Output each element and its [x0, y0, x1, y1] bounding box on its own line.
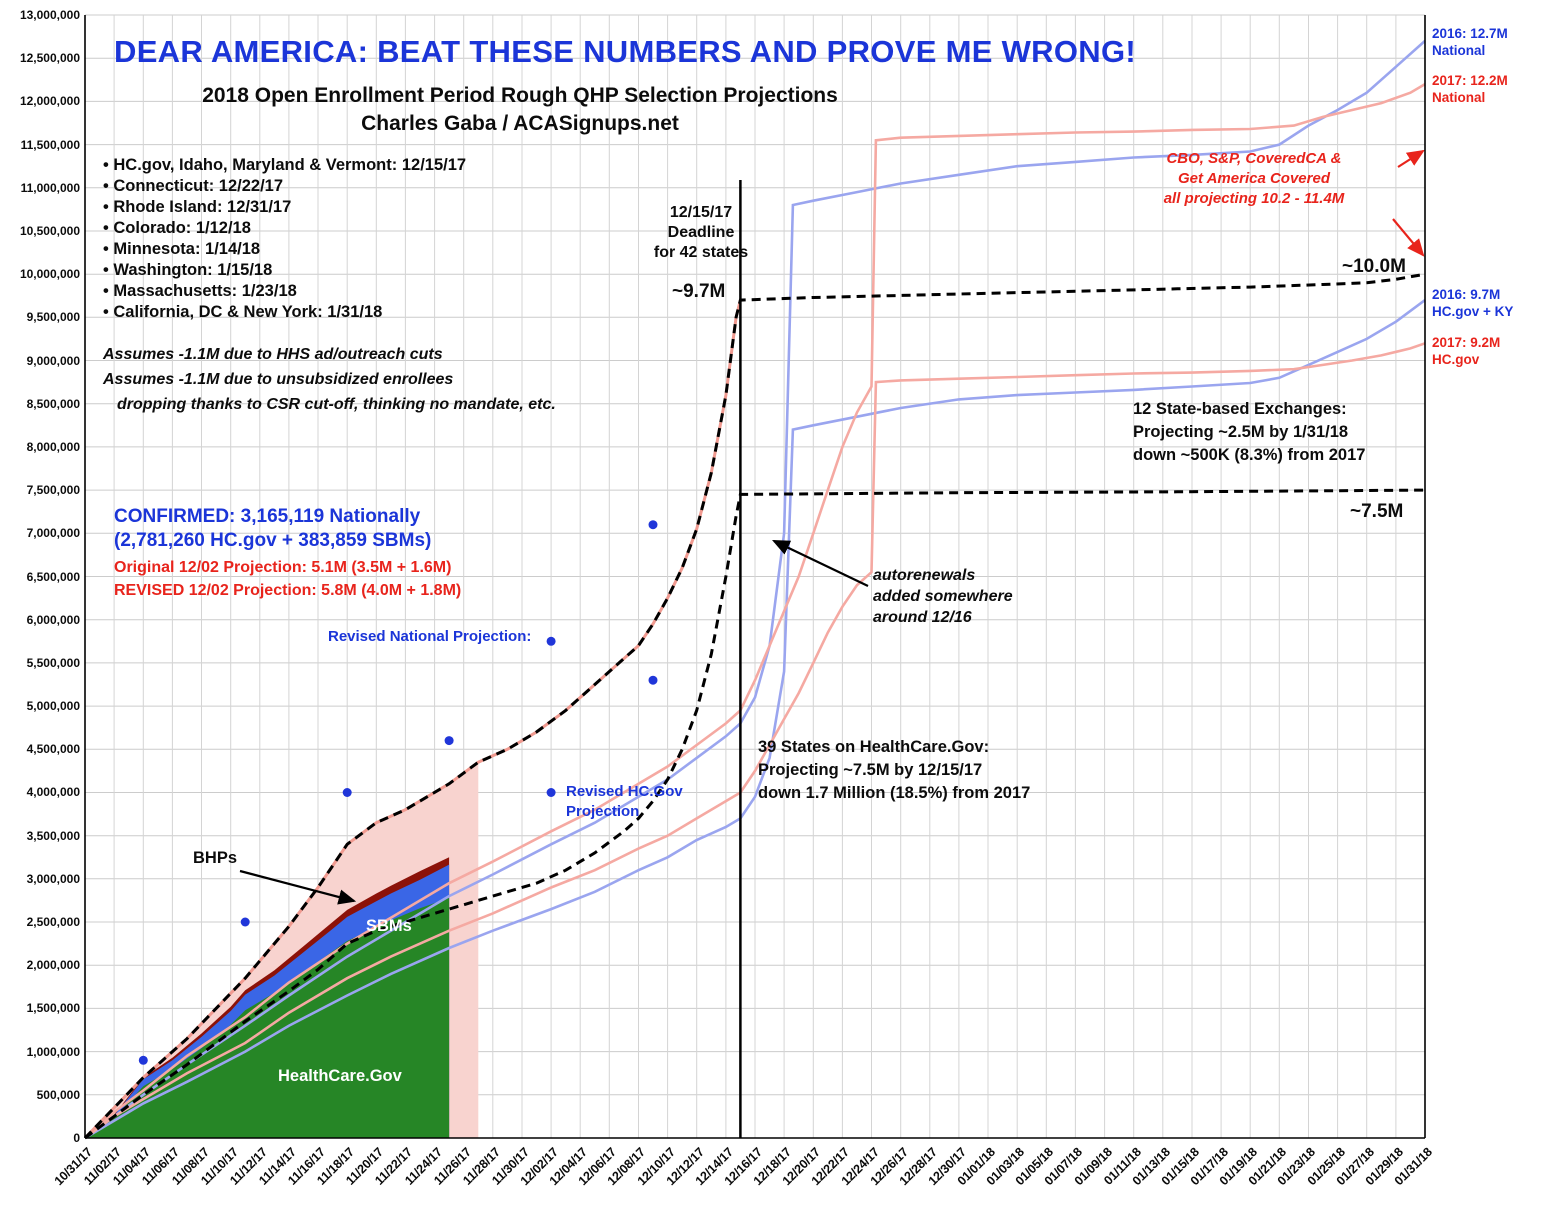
- y-axis-label: 4,500,000: [26, 742, 80, 756]
- label-line: 2016: 12.7M: [1432, 26, 1508, 41]
- y-axis-label: 1,000,000: [26, 1045, 80, 1059]
- value-label-9-7m: ~9.7M: [672, 281, 726, 302]
- y-axis-label: 4,000,000: [26, 785, 80, 799]
- y-axis-label: 7,500,000: [26, 483, 80, 497]
- label-line: 12 State-based Exchanges:: [1133, 400, 1347, 418]
- label-line: around 12/16: [873, 609, 972, 626]
- deadline-item: • California, DC & New York: 1/31/18: [103, 303, 383, 321]
- state-deadline-list: • HC.gov, Idaho, Maryland & Vermont: 12/…: [103, 155, 466, 323]
- label-line: Projection: [566, 803, 640, 820]
- hcgov-projection-note: 39 States on HealthCare.Gov: Projecting …: [758, 736, 1030, 805]
- deadline-item: • Minnesota: 1/14/18: [103, 240, 261, 258]
- label-line: Deadline: [667, 224, 735, 241]
- y-axis-label: 2,500,000: [26, 915, 80, 929]
- series-label-2017-national: 2017: 12.2M National: [1432, 72, 1550, 106]
- revised-national-projection-label: Revised National Projection:: [328, 628, 532, 645]
- label-line: Revised HC.Gov: [566, 783, 683, 800]
- y-axis-label: 3,500,000: [26, 829, 80, 843]
- label-line: National: [1432, 43, 1486, 58]
- label-line: down 1.7 Million (18.5%) from 2017: [758, 784, 1031, 802]
- label-line: for 42 states: [653, 244, 749, 261]
- chart-layers: [83, 14, 1426, 1140]
- original-projection-note: Original 12/02 Projection: 5.1M (3.5M + …: [114, 559, 452, 576]
- y-axis-label: 0: [73, 1131, 80, 1145]
- deadline-item: • Massachusetts: 1/23/18: [103, 282, 297, 300]
- autorenewals-note: autorenewals added somewhere around 12/1…: [873, 565, 1013, 628]
- y-axis-label: 12,500,000: [19, 51, 80, 65]
- y-axis-label: 1,500,000: [26, 1001, 80, 1015]
- y-axis-label: 8,500,000: [26, 397, 80, 411]
- label-line: 2017: 12.2M: [1432, 73, 1508, 88]
- y-axis-label: 10,500,000: [19, 224, 80, 238]
- label-line: added somewhere: [873, 588, 1013, 605]
- label-line: Projecting ~7.5M by 12/15/17: [758, 761, 983, 779]
- confirmed-breakdown: (2,781,260 HC.gov + 383,859 SBMs): [114, 530, 432, 551]
- assumption-line: dropping thanks to CSR cut-off, thinking…: [117, 396, 556, 413]
- deadline-item: • Rhode Island: 12/31/17: [103, 198, 292, 216]
- assumption-line: Assumes -1.1M due to unsubsidized enroll…: [103, 371, 454, 388]
- y-axis-label: 6,500,000: [26, 570, 80, 584]
- label-line: 12/15/17: [669, 204, 733, 221]
- area-label-healthcare-gov: HealthCare.Gov: [278, 1067, 402, 1085]
- y-axis-label: 11,000,000: [20, 181, 80, 195]
- y-axis-label: 6,000,000: [26, 613, 80, 627]
- y-axis-label: 10,000,000: [19, 267, 80, 281]
- deadline-callout: 12/15/17 Deadline for 42 states: [637, 203, 765, 263]
- label-line: HC.gov + KY: [1432, 304, 1514, 319]
- label-line: 2017: 9.2M: [1432, 335, 1501, 350]
- label-line: autorenewals: [873, 567, 976, 584]
- series-label-2016-national: 2016: 12.7M National: [1432, 25, 1550, 59]
- area-label-sbms: SBMs: [366, 917, 412, 935]
- y-axis-label: 500,000: [36, 1088, 80, 1102]
- y-axis-label: 13,000,000: [19, 8, 80, 22]
- label-line: National: [1432, 90, 1486, 105]
- area-label-bhps: BHPs: [193, 849, 238, 867]
- series-label-2017-hcgov: 2017: 9.2M HC.gov: [1432, 334, 1550, 368]
- deadline-item: • HC.gov, Idaho, Maryland & Vermont: 12/…: [103, 156, 467, 174]
- label-line: Get America Covered: [1177, 170, 1330, 187]
- y-axis-label: 12,000,000: [19, 94, 80, 108]
- y-axis-label: 2,000,000: [26, 958, 80, 972]
- y-axis-label: 8,000,000: [26, 440, 80, 454]
- label-line: down ~500K (8.3%) from 2017: [1133, 446, 1366, 464]
- cbo-projection-note: CBO, S&P, CoveredCA & Get America Covere…: [1118, 149, 1390, 209]
- series-label-2016-hcgov: 2016: 9.7M HC.gov + KY: [1432, 286, 1550, 320]
- assumption-line: Assumes -1.1M due to HHS ad/outreach cut…: [103, 346, 443, 363]
- y-axis-label: 9,000,000: [26, 354, 80, 368]
- chart-subtitle: 2018 Open Enrollment Period Rough QHP Se…: [202, 84, 838, 107]
- y-axis-label: 5,500,000: [26, 656, 80, 670]
- deadline-item: • Washington: 1/15/18: [103, 261, 273, 279]
- deadline-item: • Connecticut: 12/22/17: [103, 177, 284, 195]
- deadline-item: • Colorado: 1/12/18: [103, 219, 251, 237]
- confirmed-total: CONFIRMED: 3,165,119 Nationally: [114, 506, 421, 527]
- label-line: 2016: 9.7M: [1432, 287, 1501, 302]
- sbe-projection-note: 12 State-based Exchanges: Projecting ~2.…: [1133, 398, 1365, 467]
- label-line: Projecting ~2.5M by 1/31/18: [1133, 423, 1349, 441]
- y-axis-label: 3,000,000: [26, 872, 80, 886]
- value-label-10-0m: ~10.0M: [1342, 256, 1406, 277]
- revised-hcgov-projection-label: Revised HC.Gov Projection: [566, 782, 683, 822]
- label-line: HC.gov: [1432, 352, 1480, 367]
- chart-byline: Charles Gaba / ACASignups.net: [361, 112, 679, 135]
- assumptions-note: Assumes -1.1M due to HHS ad/outreach cut…: [103, 342, 556, 417]
- label-line: 39 States on HealthCare.Gov:: [758, 738, 990, 756]
- label-line: CBO, S&P, CoveredCA &: [1166, 150, 1342, 167]
- y-axis-label: 11,500,000: [20, 138, 80, 152]
- y-axis-label: 5,000,000: [26, 699, 80, 713]
- chart-headline: DEAR AMERICA: BEAT THESE NUMBERS AND PRO…: [114, 34, 1136, 69]
- value-label-7-5m: ~7.5M: [1350, 501, 1404, 522]
- y-axis-label: 7,000,000: [26, 526, 80, 540]
- y-axis-label: 9,500,000: [26, 310, 80, 324]
- revised-projection-note: REVISED 12/02 Projection: 5.8M (4.0M + 1…: [114, 582, 462, 599]
- label-line: all projecting 10.2 - 11.4M: [1163, 190, 1345, 207]
